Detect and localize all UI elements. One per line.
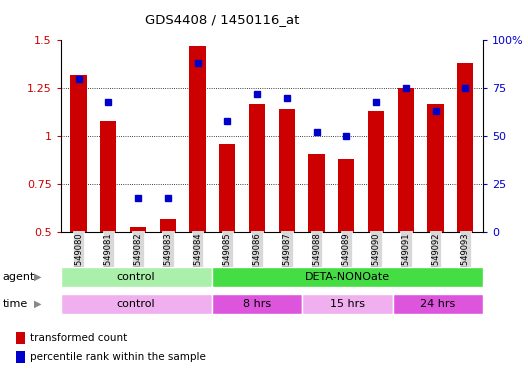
Text: 8 hrs: 8 hrs [243, 299, 271, 309]
Bar [212, 267, 483, 287]
Text: GSM549085: GSM549085 [223, 232, 232, 283]
Bar [427, 104, 444, 232]
Text: control: control [117, 299, 155, 309]
Bar [249, 104, 265, 232]
Text: GSM549088: GSM549088 [312, 232, 321, 283]
Bar [61, 294, 212, 314]
Bar [130, 227, 146, 232]
Bar [61, 267, 212, 287]
Bar [279, 109, 295, 232]
Text: GDS4408 / 1450116_at: GDS4408 / 1450116_at [145, 13, 299, 26]
Bar [308, 154, 325, 232]
Text: ▶: ▶ [34, 299, 42, 309]
Text: GSM549091: GSM549091 [401, 232, 410, 283]
Text: transformed count: transformed count [30, 333, 127, 343]
Text: percentile rank within the sample: percentile rank within the sample [30, 352, 205, 362]
Text: DETA-NONOate: DETA-NONOate [305, 272, 390, 282]
Text: GSM549083: GSM549083 [163, 232, 172, 283]
Bar [190, 46, 206, 232]
Bar [159, 219, 176, 232]
Text: GSM549080: GSM549080 [74, 232, 83, 283]
Bar [70, 75, 87, 232]
Text: 24 hrs: 24 hrs [420, 299, 456, 309]
Bar [100, 121, 117, 232]
Bar [302, 294, 393, 314]
Bar [212, 294, 302, 314]
Text: ▶: ▶ [34, 272, 42, 282]
Text: time: time [3, 299, 28, 309]
Text: GSM549082: GSM549082 [134, 232, 143, 283]
Text: control: control [117, 272, 155, 282]
Text: GSM549084: GSM549084 [193, 232, 202, 283]
Text: GSM549081: GSM549081 [104, 232, 113, 283]
Text: GSM549092: GSM549092 [431, 232, 440, 283]
Text: GSM549090: GSM549090 [372, 232, 381, 283]
Bar [368, 111, 384, 232]
Bar [219, 144, 235, 232]
Text: GSM549093: GSM549093 [461, 232, 470, 283]
Text: GSM549086: GSM549086 [252, 232, 261, 283]
Bar [457, 63, 474, 232]
Text: agent: agent [3, 272, 35, 282]
Bar [393, 294, 483, 314]
Text: GSM549089: GSM549089 [342, 232, 351, 283]
Bar [338, 159, 354, 232]
Bar [398, 88, 414, 232]
Text: 15 hrs: 15 hrs [330, 299, 365, 309]
Text: GSM549087: GSM549087 [282, 232, 291, 283]
